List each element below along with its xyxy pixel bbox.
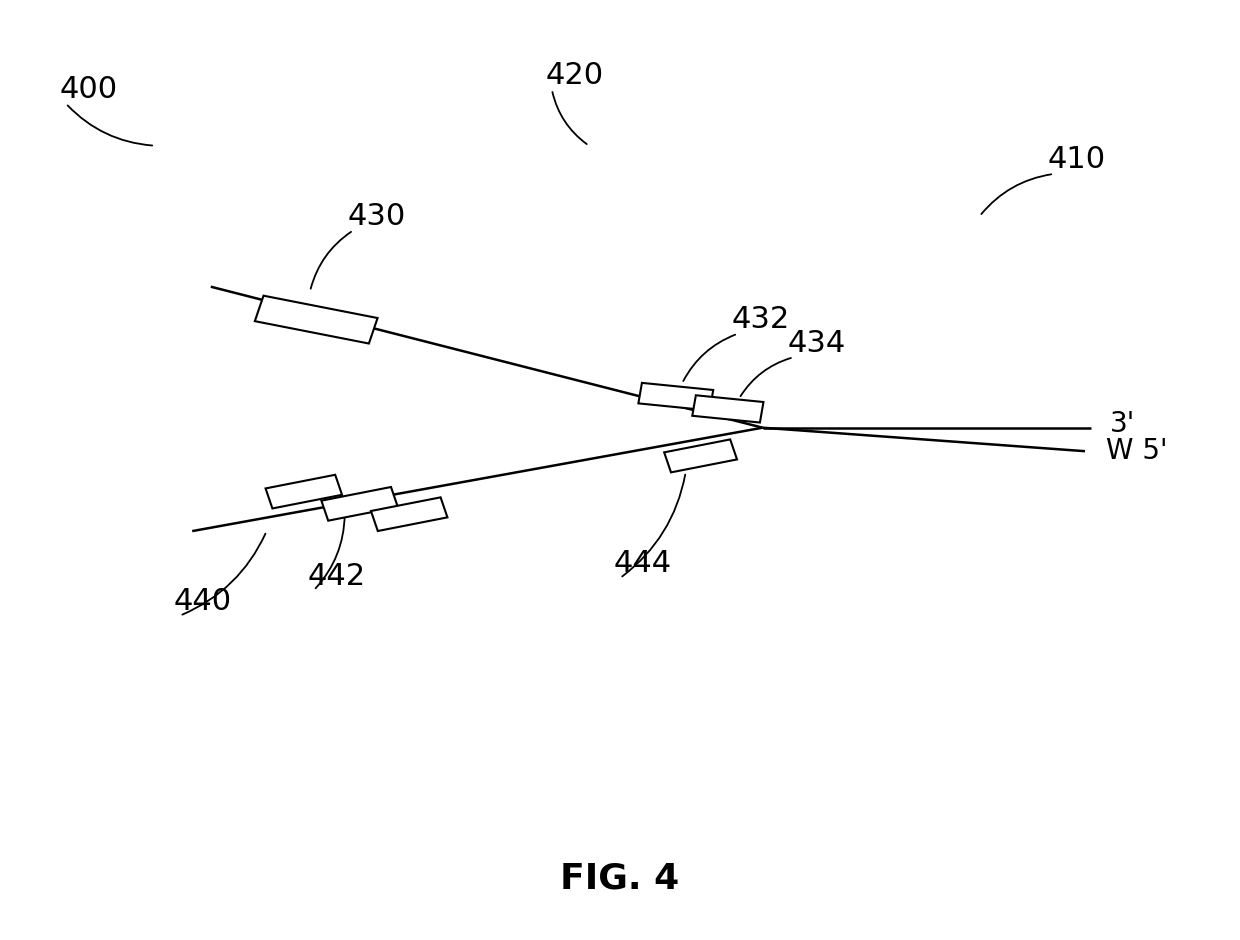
Text: 444: 444 [614,550,672,578]
Text: 434: 434 [787,329,846,357]
Text: FIG. 4: FIG. 4 [560,862,680,896]
Polygon shape [639,383,713,411]
Polygon shape [265,475,342,509]
Text: 410: 410 [1048,146,1106,174]
Polygon shape [692,396,764,422]
Text: 440: 440 [174,588,232,616]
Text: 400: 400 [60,75,118,103]
Text: 430: 430 [347,202,405,230]
Text: 442: 442 [308,562,366,590]
Polygon shape [321,487,398,521]
Polygon shape [665,439,737,473]
Polygon shape [255,296,377,343]
Text: 3': 3' [1110,410,1135,438]
Text: 420: 420 [546,61,604,89]
Polygon shape [371,497,448,531]
Text: W 5': W 5' [1106,437,1168,465]
Text: 432: 432 [732,306,790,334]
